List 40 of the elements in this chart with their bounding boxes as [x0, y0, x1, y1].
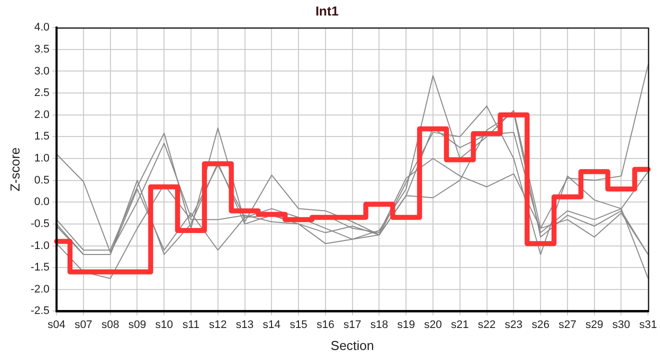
y-tick-label: 4.0 — [34, 22, 50, 34]
y-tick-label: 1.5 — [34, 130, 50, 143]
chart-title: Int1 — [315, 3, 339, 18]
y-tick-label: 1.0 — [34, 152, 50, 165]
x-tick-label: s17 — [343, 318, 362, 331]
x-tick-label: s14 — [262, 318, 281, 331]
x-tick-label: s18 — [370, 318, 388, 331]
x-tick-label: s12 — [209, 318, 227, 331]
x-tick-label: s23 — [504, 318, 523, 331]
x-tick-label: s19 — [397, 318, 415, 331]
x-tick-label: s07 — [74, 318, 92, 331]
y-tick-label: 2.0 — [34, 108, 50, 121]
x-tick-label: s16 — [316, 318, 334, 331]
y-axis-title: Z-score — [7, 147, 22, 192]
y-tick-label: -2.5 — [30, 305, 50, 318]
x-tick-label: s08 — [101, 318, 120, 331]
y-tick-label: 3.5 — [34, 43, 50, 56]
y-tick-label: -1.5 — [30, 262, 50, 274]
y-tick-label: 0.0 — [34, 196, 50, 208]
y-tick-label: 0.5 — [34, 174, 50, 186]
x-tick-label: s13 — [236, 318, 254, 331]
x-tick-label: s11 — [182, 318, 200, 331]
x-tick-label: s21 — [451, 318, 469, 331]
x-tick-label: s22 — [478, 318, 496, 331]
x-tick-label: s31 — [639, 318, 658, 331]
x-axis-title: Section — [330, 338, 374, 353]
x-tick-label: s26 — [532, 318, 550, 331]
y-tick-label: 3.0 — [34, 65, 50, 78]
y-tick-label: 2.5 — [34, 87, 50, 100]
y-tick-label: -0.5 — [30, 218, 50, 230]
x-tick-label: s30 — [612, 318, 630, 331]
y-tick-label: -1.0 — [30, 240, 50, 252]
x-tick-label: s09 — [128, 318, 146, 331]
x-tick-label: s27 — [558, 318, 576, 331]
x-tick-label: s04 — [48, 318, 66, 331]
x-tick-label: s10 — [155, 318, 173, 331]
x-tick-label: s15 — [290, 318, 308, 331]
x-tick-label: s20 — [424, 318, 442, 331]
x-tick-label: s29 — [585, 318, 604, 331]
y-tick-label: -2.0 — [30, 283, 50, 296]
